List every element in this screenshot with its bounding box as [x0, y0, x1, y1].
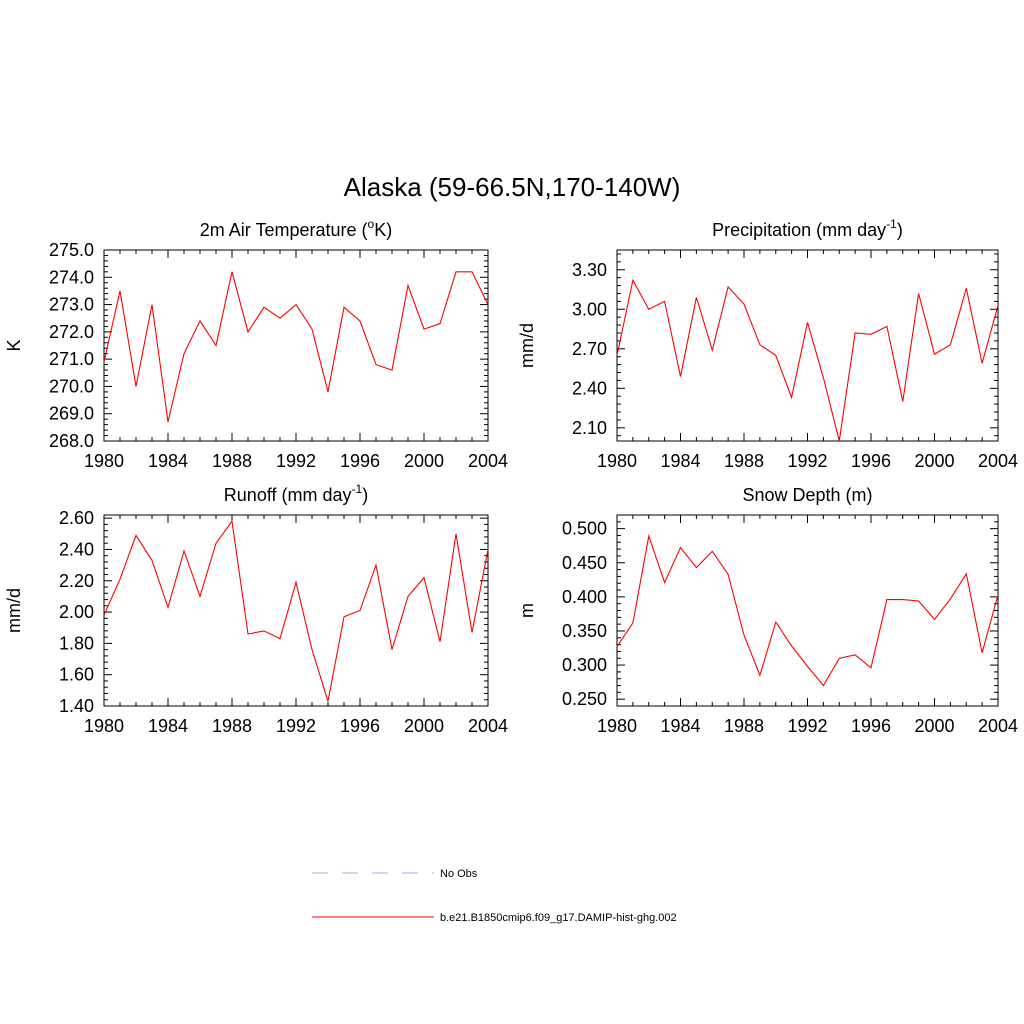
y-tick-label: 0.300: [562, 655, 607, 675]
y-axis-label: m: [517, 603, 537, 618]
x-tick-label: 1984: [660, 716, 700, 736]
x-tick-label: 1988: [724, 716, 764, 736]
panel-title-text: 2m Air Temperature (: [200, 220, 368, 240]
y-tick-label: 269.0: [49, 404, 94, 424]
y-tick-label: 2.60: [59, 508, 94, 528]
legend-item: b.e21.B1850cmip6.f09_g17.DAMIP-hist-ghg.…: [312, 912, 677, 924]
x-tick-label: 2000: [914, 716, 954, 736]
series-line: [103, 271, 489, 423]
y-tick-label: 2.10: [572, 418, 607, 438]
x-tick-label: 2000: [404, 451, 444, 471]
x-tick-label: 1980: [597, 451, 637, 471]
legend-label: b.e21.B1850cmip6.f09_g17.DAMIP-hist-ghg.…: [440, 912, 677, 924]
y-tick-label: 2.70: [572, 339, 607, 359]
x-tick-label: 2004: [978, 716, 1018, 736]
panel-title-superscript: -1: [886, 217, 897, 231]
x-tick-label: 1992: [276, 716, 316, 736]
panels-group: 2m Air Temperature (oK) K 1980 1984 1988 1992…: [4, 217, 1018, 736]
panel-title: 2m Air Temperature (oK): [200, 217, 392, 240]
x-tick-label: 1992: [787, 716, 827, 736]
panel-title: Snow Depth (m): [742, 485, 872, 505]
panel-title: Runoff (mm day-1): [224, 482, 368, 505]
panel-title-superscript: -1: [352, 482, 363, 496]
y-tick-label: 0.450: [562, 553, 607, 573]
panel-title: Precipitation (mm day-1): [712, 217, 903, 240]
x-tick-label: 1992: [276, 451, 316, 471]
x-tick-label: 1996: [851, 451, 891, 471]
x-tick-label: 2004: [978, 451, 1018, 471]
y-tick-label: 1.40: [59, 696, 94, 716]
y-tick-label: 272.0: [49, 322, 94, 342]
y-tick-label: 3.30: [572, 260, 607, 280]
series-line: [616, 278, 999, 442]
y-tick-label: 1.60: [59, 665, 94, 685]
series-line: [616, 533, 999, 687]
x-tick-label: 1996: [340, 716, 380, 736]
panel-title-tail: ): [897, 220, 903, 240]
x-tick-label: 2000: [404, 716, 444, 736]
x-tick-label: 1980: [597, 716, 637, 736]
y-tick-label: 268.0: [49, 431, 94, 451]
y-tick-label: 273.0: [49, 295, 94, 315]
y-tick-label: 0.350: [562, 621, 607, 641]
legend: No Obs b.e21.B1850cmip6.f09_g17.DAMIP-his…: [312, 868, 677, 924]
x-tick-label: 1980: [84, 716, 124, 736]
y-tick-label: 275.0: [49, 240, 94, 260]
chart-panel-3: Runoff (mm day-1) mm/d 1980 1984 1988 1992 199…: [4, 482, 508, 736]
figure-title: Alaska (59-66.5N,170-140W): [344, 172, 681, 202]
legend-label: No Obs: [440, 868, 478, 880]
chart-panel-1: 2m Air Temperature (oK) K 1980 1984 1988 1992…: [4, 217, 508, 471]
x-tick-label: 1988: [212, 716, 252, 736]
panel-title-tail: ): [362, 485, 368, 505]
panel-title-text: Precipitation (mm day: [712, 220, 886, 240]
x-tick-label: 1992: [787, 451, 827, 471]
y-tick-label: 3.00: [572, 299, 607, 319]
y-axis-label: mm/d: [517, 323, 537, 368]
y-tick-label: 0.250: [562, 689, 607, 709]
legend-item: No Obs: [312, 868, 478, 880]
plot-frame: [103, 514, 489, 707]
y-tick-label: 274.0: [49, 267, 94, 287]
y-tick-label: 0.500: [562, 519, 607, 539]
x-tick-label: 1984: [148, 716, 188, 736]
y-tick-label: 1.80: [59, 633, 94, 653]
panel-title-superscript: o: [368, 217, 375, 231]
chart-panel-2: Precipitation (mm day-1) mm/d 1980 1984 1988…: [517, 217, 1018, 471]
y-tick-label: 270.0: [49, 376, 94, 396]
plot-frame: [103, 249, 489, 442]
x-tick-label: 1984: [660, 451, 700, 471]
x-tick-label: 1988: [724, 451, 764, 471]
x-tick-label: 1988: [212, 451, 252, 471]
panel-title-tail: K): [374, 220, 392, 240]
y-tick-label: 2.20: [59, 571, 94, 591]
x-tick-label: 1996: [851, 716, 891, 736]
panel-title-text: Runoff (mm day: [224, 485, 352, 505]
y-tick-label: 271.0: [49, 349, 94, 369]
y-tick-label: 2.40: [572, 378, 607, 398]
x-tick-label: 1984: [148, 451, 188, 471]
x-tick-label: 2004: [468, 451, 508, 471]
x-tick-label: 2000: [914, 451, 954, 471]
y-tick-label: 2.40: [59, 539, 94, 559]
y-tick-label: 0.400: [562, 587, 607, 607]
y-tick-label: 2.00: [59, 602, 94, 622]
x-tick-label: 1980: [84, 451, 124, 471]
x-tick-label: 1996: [340, 451, 380, 471]
chart-panel-4: Snow Depth (m) m 1980 1984 1988 1992 1996 2000 2…: [517, 485, 1018, 736]
y-axis-label: mm/d: [4, 588, 24, 633]
x-tick-label: 2004: [468, 716, 508, 736]
y-axis-label: K: [4, 339, 24, 351]
series-line: [103, 519, 489, 702]
